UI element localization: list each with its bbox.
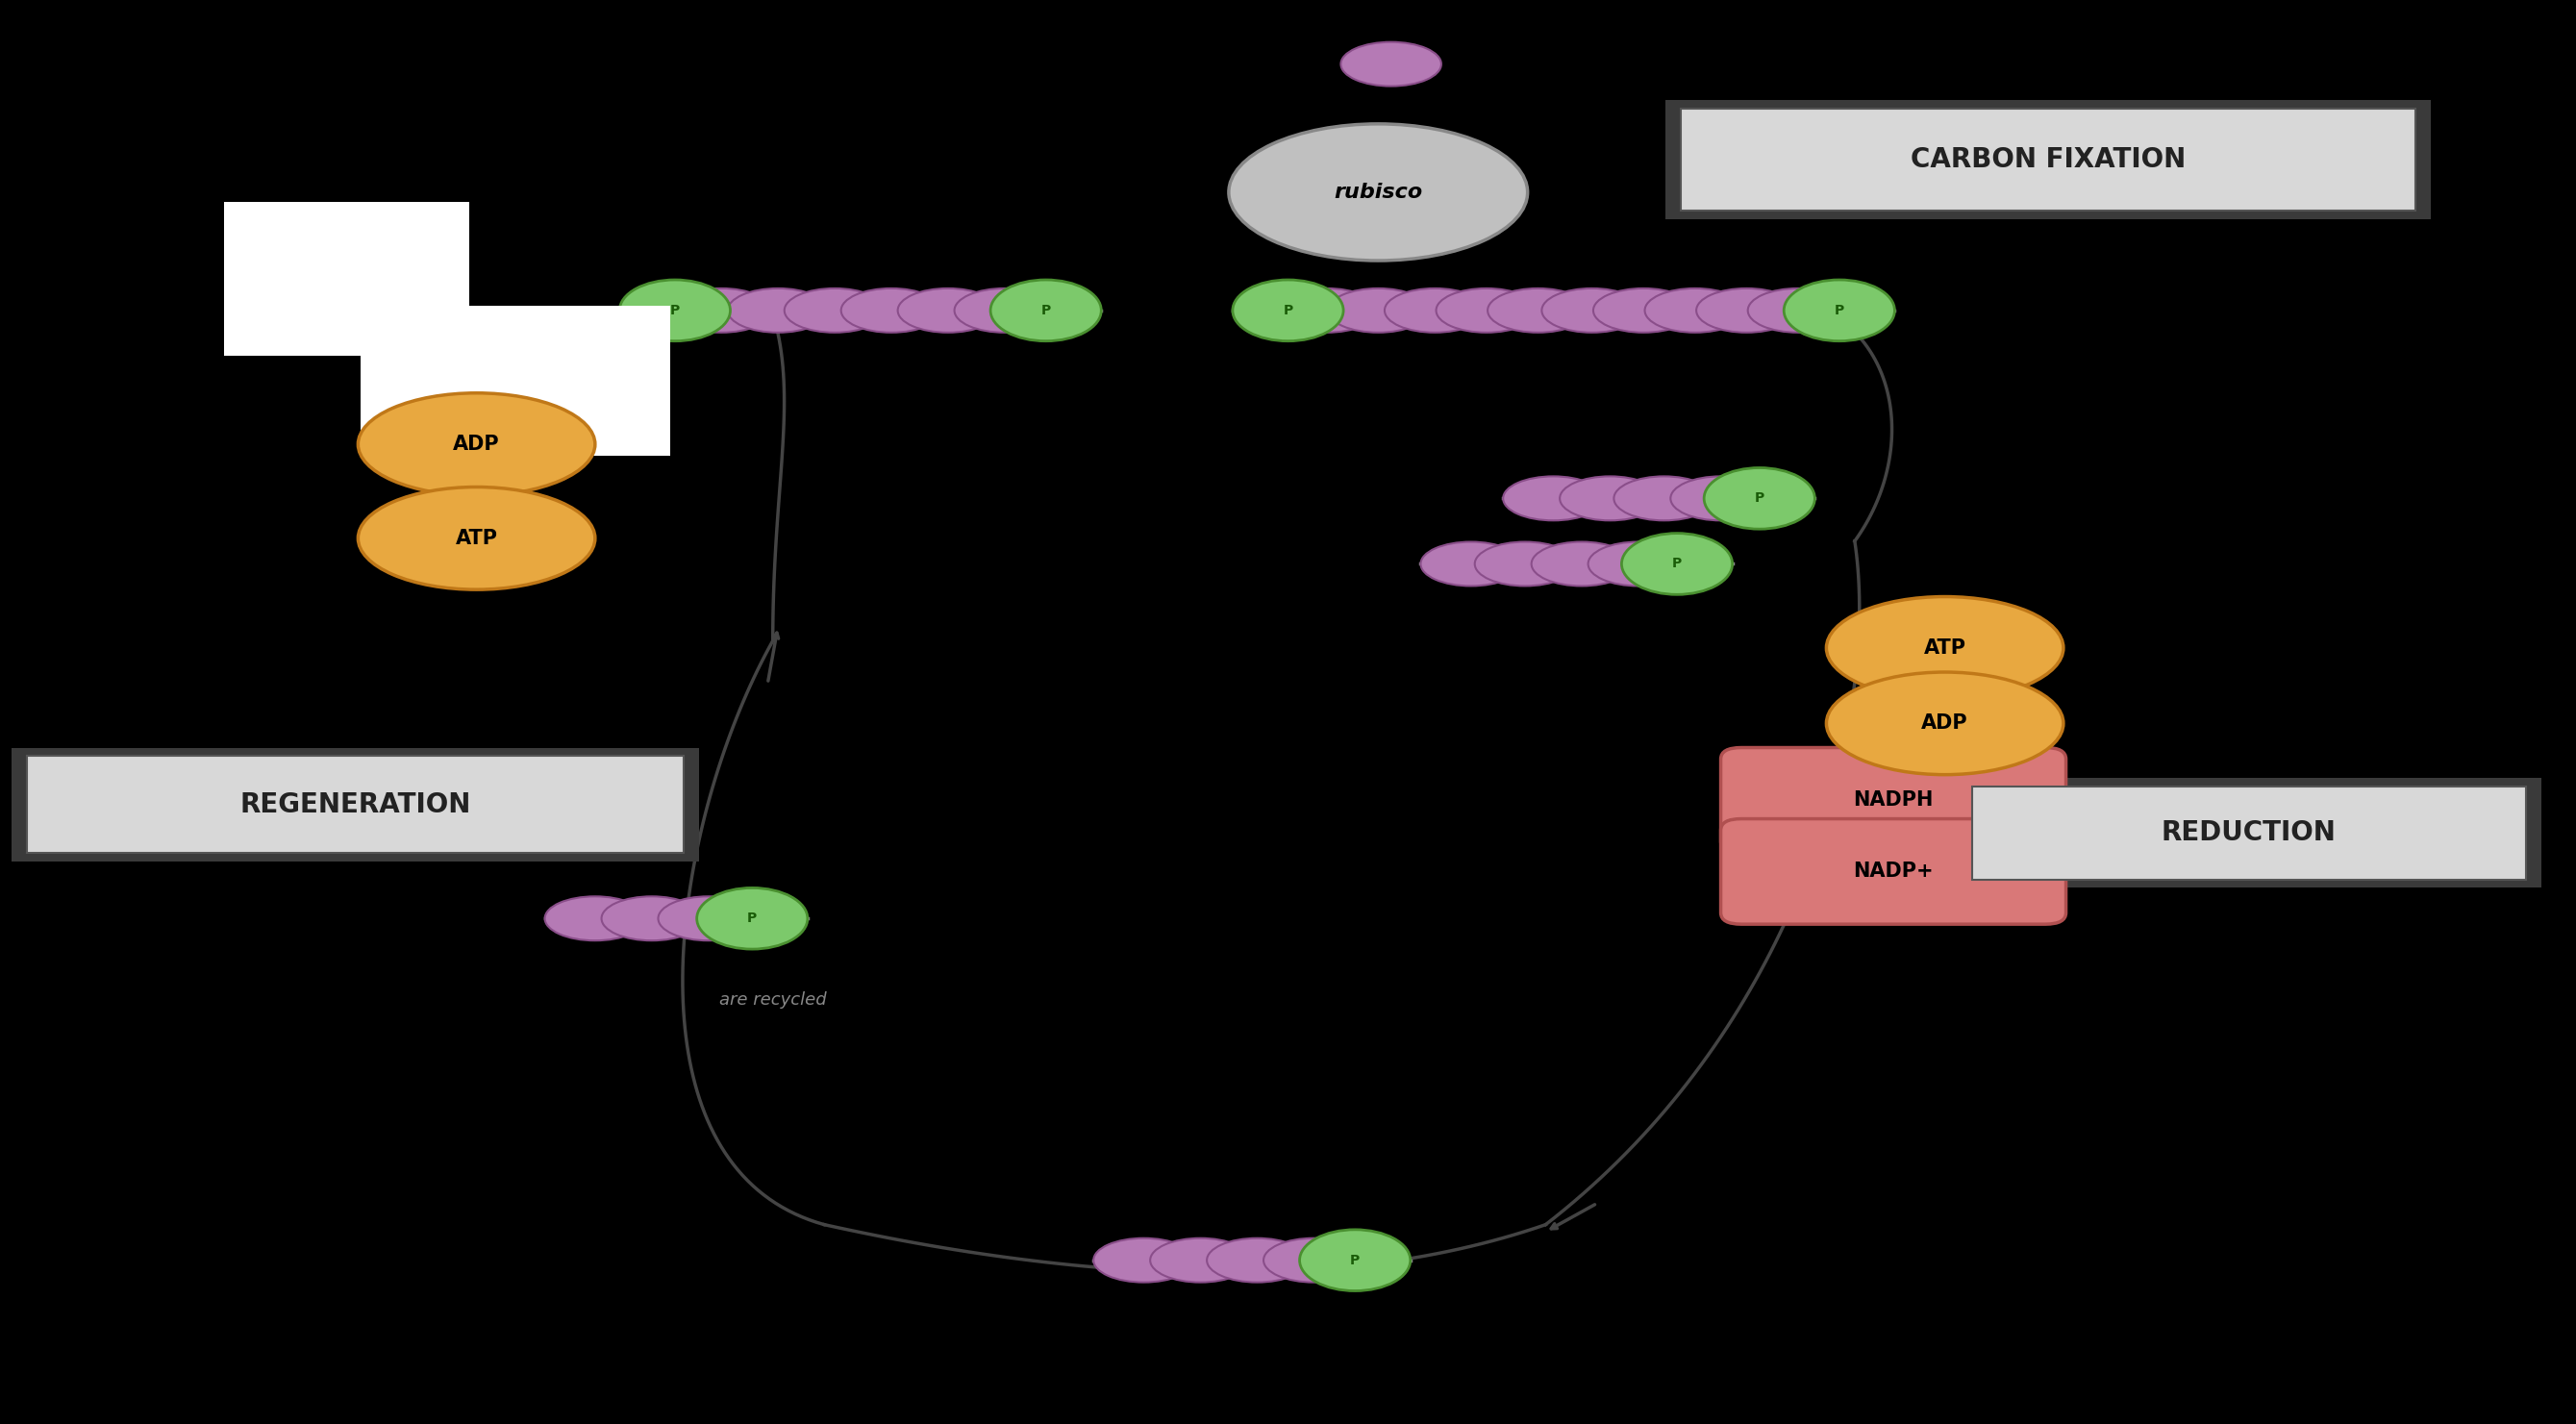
Circle shape <box>1231 279 1345 340</box>
Text: P: P <box>1754 491 1765 506</box>
Text: NADP+: NADP+ <box>1852 862 1935 881</box>
Text: P: P <box>1041 303 1051 318</box>
Ellipse shape <box>1340 41 1443 85</box>
Text: P: P <box>670 303 680 318</box>
Ellipse shape <box>659 897 757 940</box>
FancyBboxPatch shape <box>13 748 701 862</box>
FancyBboxPatch shape <box>1973 786 2524 879</box>
Ellipse shape <box>1613 476 1716 521</box>
Ellipse shape <box>1587 541 1690 587</box>
Ellipse shape <box>1095 1237 1195 1282</box>
Ellipse shape <box>783 288 886 332</box>
FancyBboxPatch shape <box>28 756 685 853</box>
Text: P: P <box>1834 303 1844 318</box>
Ellipse shape <box>1489 288 1587 332</box>
Ellipse shape <box>1149 1237 1252 1282</box>
FancyBboxPatch shape <box>1667 100 2432 219</box>
Ellipse shape <box>1386 288 1486 332</box>
Ellipse shape <box>1229 124 1528 261</box>
FancyBboxPatch shape <box>1721 819 2066 924</box>
Ellipse shape <box>546 897 644 940</box>
Ellipse shape <box>1592 288 1695 332</box>
Ellipse shape <box>726 288 829 332</box>
Ellipse shape <box>1504 476 1602 521</box>
Text: ADP: ADP <box>453 434 500 454</box>
FancyBboxPatch shape <box>224 202 469 356</box>
Circle shape <box>621 279 732 340</box>
Text: NADPH: NADPH <box>1852 790 1935 810</box>
Text: P: P <box>1672 557 1682 571</box>
Circle shape <box>1705 467 1814 528</box>
Text: P: P <box>1283 303 1293 318</box>
Text: rubisco: rubisco <box>1334 182 1422 202</box>
Ellipse shape <box>840 288 943 332</box>
Circle shape <box>1783 279 1893 340</box>
Ellipse shape <box>1540 288 1643 332</box>
Text: P: P <box>1350 1253 1360 1267</box>
Ellipse shape <box>1826 597 2063 699</box>
FancyBboxPatch shape <box>1682 108 2416 211</box>
Ellipse shape <box>1672 476 1772 521</box>
Text: CARBON FIXATION: CARBON FIXATION <box>1911 147 2184 172</box>
Ellipse shape <box>1826 672 2063 775</box>
Text: ATP: ATP <box>456 528 497 548</box>
FancyBboxPatch shape <box>1958 778 2540 889</box>
Ellipse shape <box>1329 288 1430 332</box>
FancyBboxPatch shape <box>1721 748 2066 853</box>
Ellipse shape <box>358 487 595 590</box>
Text: REDUCTION: REDUCTION <box>2161 820 2336 846</box>
Ellipse shape <box>1561 476 1659 521</box>
Ellipse shape <box>672 288 773 332</box>
Circle shape <box>696 889 806 948</box>
Ellipse shape <box>1530 541 1633 587</box>
Ellipse shape <box>1437 288 1535 332</box>
Ellipse shape <box>1422 541 1520 587</box>
Ellipse shape <box>1747 288 1847 332</box>
Ellipse shape <box>1206 1237 1306 1282</box>
Text: are recycled: are recycled <box>719 991 827 1008</box>
Ellipse shape <box>1698 288 1798 332</box>
Ellipse shape <box>358 393 595 496</box>
Ellipse shape <box>953 288 1054 332</box>
Ellipse shape <box>1473 541 1574 587</box>
Text: REGENERATION: REGENERATION <box>240 792 471 817</box>
Ellipse shape <box>603 897 701 940</box>
Ellipse shape <box>1278 288 1376 332</box>
Text: ATP: ATP <box>1924 638 1965 658</box>
Ellipse shape <box>1646 288 1747 332</box>
Circle shape <box>989 279 1103 340</box>
Ellipse shape <box>896 288 999 332</box>
Circle shape <box>1623 533 1734 595</box>
Text: P: P <box>747 911 757 926</box>
Text: ADP: ADP <box>1922 713 1968 733</box>
Ellipse shape <box>1265 1237 1365 1282</box>
Circle shape <box>1298 1229 1412 1290</box>
FancyBboxPatch shape <box>361 306 670 456</box>
